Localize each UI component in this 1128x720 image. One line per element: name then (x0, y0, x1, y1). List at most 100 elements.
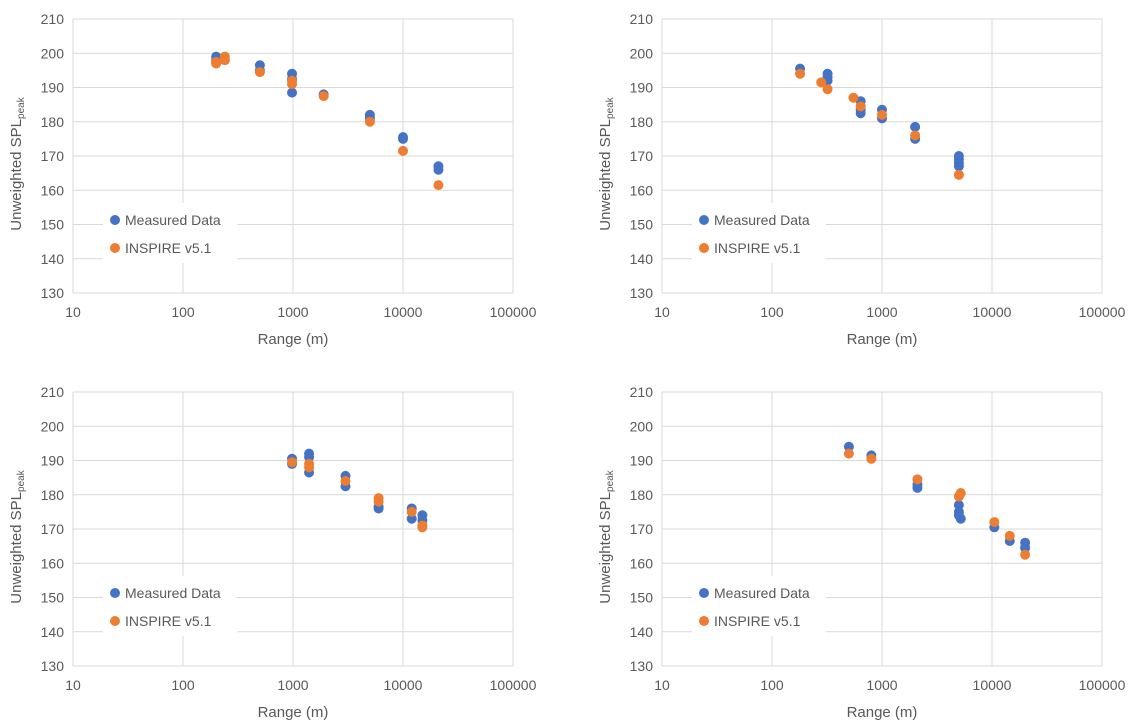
legend-box (692, 203, 826, 263)
x-tick-label: 100000 (1079, 677, 1126, 693)
y-tick-label: 190 (41, 80, 65, 96)
legend: Measured Data INSPIRE v5.1 (692, 576, 826, 636)
legend: Measured Data INSPIRE v5.1 (692, 203, 826, 263)
y-axis-title-main: Unweighted SPL (597, 119, 614, 231)
y-tick-label: 140 (41, 624, 65, 640)
legend: Measured Data INSPIRE v5.1 (103, 576, 237, 636)
inspire-point (910, 130, 921, 141)
y-tick-label: 210 (630, 384, 654, 400)
x-tick-label: 10000 (973, 304, 1012, 320)
measured-data-point (1020, 542, 1031, 553)
inspire-point (287, 457, 298, 468)
y-tick-label: 150 (630, 217, 654, 233)
y-axis-title-subscript: peak (605, 469, 616, 492)
x-tick-label: 1000 (866, 677, 897, 693)
y-tick-label: 140 (630, 624, 654, 640)
measured-data-point (955, 513, 966, 524)
y-axis-title-main: Unweighted SPL (597, 492, 614, 604)
y-tick-label: 170 (630, 521, 654, 537)
x-tick-label: 10 (65, 304, 81, 320)
y-axis-title-main: Unweighted SPL (8, 492, 25, 604)
inspire-point (417, 522, 428, 533)
x-tick-label: 100 (760, 677, 784, 693)
legend-label: INSPIRE v5.1 (125, 240, 212, 256)
x-tick-label: 10 (654, 677, 670, 693)
y-tick-label: 210 (41, 384, 65, 400)
y-tick-label: 200 (41, 45, 65, 61)
legend-box (103, 203, 237, 263)
x-axis-title: Range (m) (847, 704, 918, 720)
legend-label: INSPIRE v5.1 (714, 613, 801, 629)
measured-data-point (406, 513, 417, 524)
legend-label: Measured Data (714, 585, 810, 601)
inspire-point (912, 474, 923, 485)
legend-marker-measured (110, 588, 120, 598)
legend-label: Measured Data (125, 585, 221, 601)
chart-panel-4: 130 140 150 160 170 180 190 200 210 10 100 1000 1000… (597, 384, 1126, 720)
y-tick-label: 180 (41, 487, 65, 503)
y-tick-label: 180 (630, 114, 654, 130)
measured-data-point (287, 87, 298, 98)
legend-box (692, 576, 826, 636)
inspire-point (318, 91, 329, 102)
inspire-point (848, 92, 859, 103)
measured-data-point (433, 164, 444, 175)
x-tick-label: 100000 (490, 677, 537, 693)
inspire-point (877, 109, 887, 120)
legend-marker-measured (699, 215, 709, 225)
y-tick-label: 130 (630, 285, 654, 301)
legend-label: Measured Data (125, 212, 221, 228)
y-axis-title: Unweighted SPLpeak (597, 469, 616, 603)
x-tick-label: 10000 (973, 677, 1012, 693)
legend-label: INSPIRE v5.1 (714, 240, 801, 256)
inspire-point (955, 488, 966, 499)
y-axis-title: Unweighted SPLpeak (8, 96, 27, 230)
x-tick-label: 100 (760, 304, 784, 320)
legend-marker-inspire (110, 616, 120, 626)
inspire-point (340, 476, 351, 487)
y-tick-label: 200 (630, 418, 654, 434)
legend-marker-inspire (110, 243, 120, 253)
x-axis-title: Range (m) (258, 704, 329, 720)
measured-data-point (912, 482, 923, 493)
inspire-point (211, 58, 222, 69)
inspire-point (398, 145, 408, 156)
y-axis-title-main: Unweighted SPL (8, 119, 25, 231)
x-tick-label: 1000 (866, 304, 897, 320)
inspire-point (1020, 549, 1031, 560)
inspire-point (364, 116, 375, 127)
y-tick-label: 170 (41, 521, 65, 537)
y-tick-label: 170 (630, 148, 654, 164)
x-axis-title: Range (m) (258, 331, 329, 348)
y-tick-label: 190 (41, 453, 65, 469)
y-tick-label: 130 (41, 285, 65, 301)
measured-data-point (373, 503, 384, 514)
chart-panel-3: 130 140 150 160 170 180 190 200 210 10 100 1000 1000… (8, 384, 537, 720)
inspire-point (373, 496, 384, 507)
inspire-point (219, 55, 230, 66)
legend-label: Measured Data (714, 212, 810, 228)
inspire-point (816, 77, 827, 88)
inspire-point (989, 517, 1000, 528)
y-tick-label: 160 (630, 555, 654, 571)
legend-box (103, 576, 237, 636)
y-tick-label: 180 (630, 487, 654, 503)
legend-marker-inspire (699, 243, 709, 253)
chart-panel-2: 130 140 150 160 170 180 190 200 210 10 100 1000 1000… (597, 11, 1126, 348)
inspire-point (254, 67, 265, 78)
y-axis-title: Unweighted SPLpeak (597, 96, 616, 230)
x-tick-label: 100 (171, 304, 195, 320)
x-tick-label: 100000 (490, 304, 537, 320)
y-tick-label: 150 (630, 590, 654, 606)
inspire-point (866, 453, 877, 464)
y-tick-label: 190 (630, 80, 654, 96)
y-axis-title-subscript: peak (16, 96, 27, 119)
legend-marker-measured (699, 588, 709, 598)
y-tick-label: 160 (41, 555, 65, 571)
inspire-point (953, 169, 964, 180)
inspire-point (433, 180, 444, 191)
legend-label: INSPIRE v5.1 (125, 613, 212, 629)
measured-data-point (304, 452, 315, 463)
y-axis-title-subscript: peak (605, 96, 616, 119)
inspire-point (287, 79, 298, 90)
